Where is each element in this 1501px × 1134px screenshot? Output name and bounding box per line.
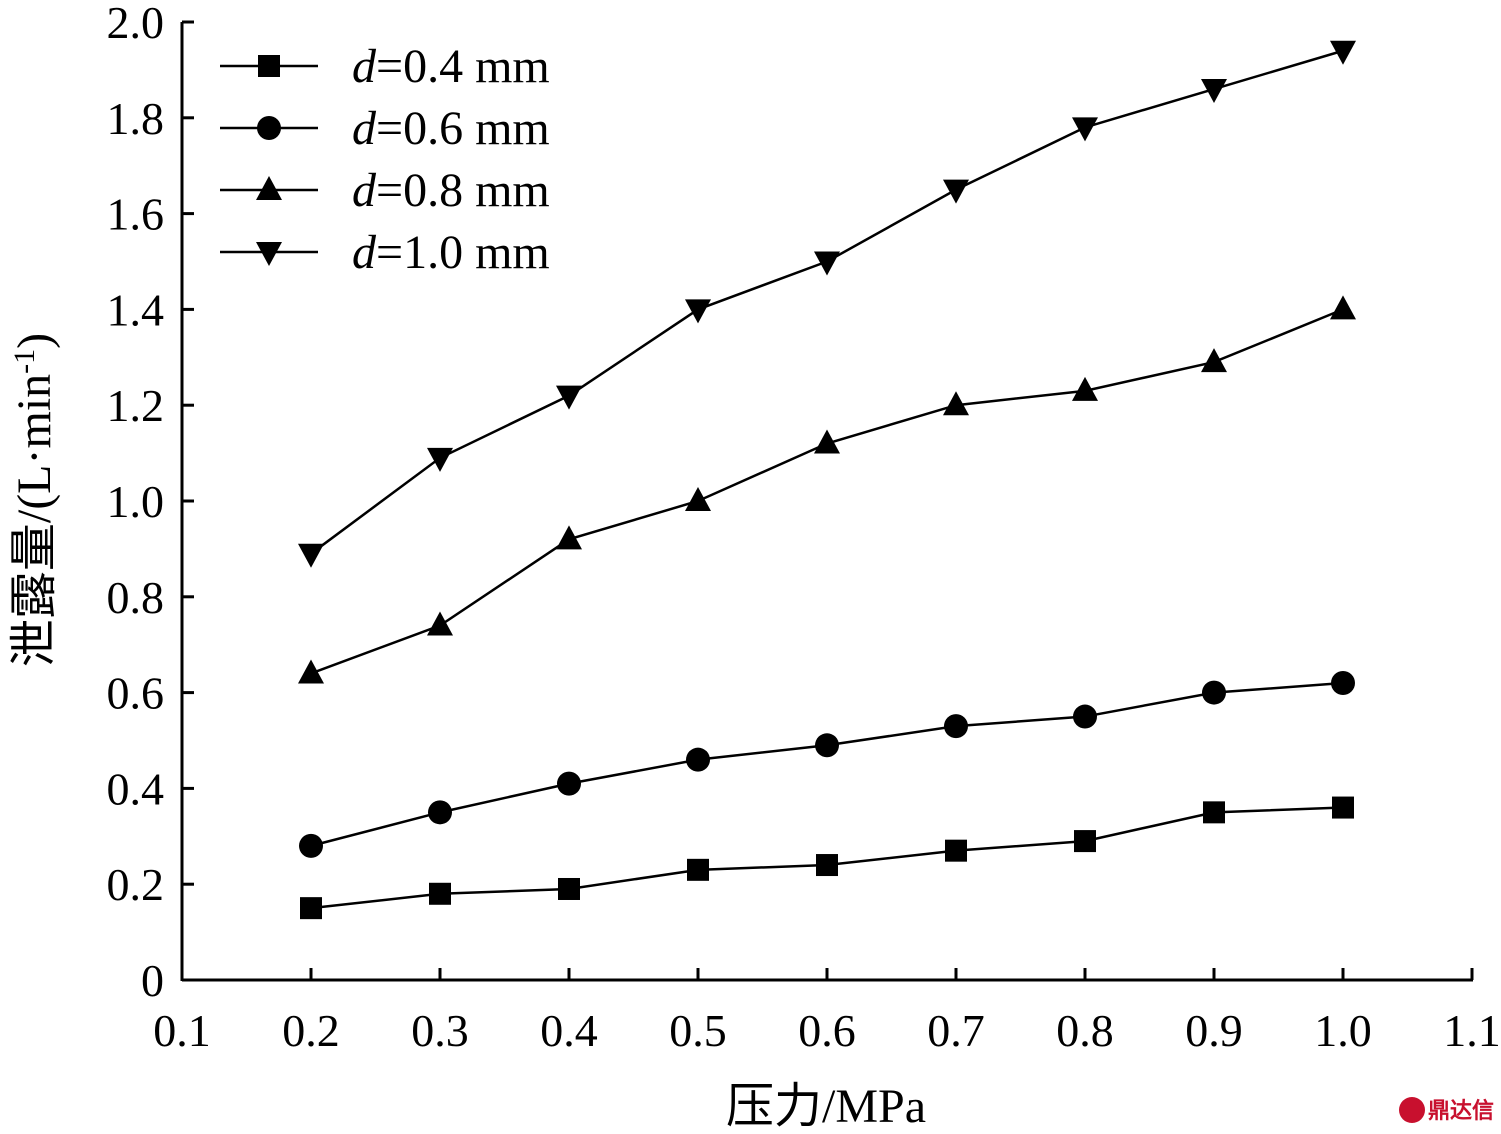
data-point	[300, 897, 322, 920]
y-tick-label: 1.4	[107, 284, 165, 335]
legend-variable: d	[352, 40, 377, 93]
watermark-text: 鼎达信	[1428, 1098, 1494, 1124]
x-tick-label: 0.8	[1056, 1005, 1114, 1056]
y-tick-label: 2.0	[107, 0, 165, 48]
series-2	[298, 295, 1356, 684]
data-point	[945, 839, 967, 862]
data-point	[685, 299, 711, 324]
legend-marker	[257, 116, 281, 140]
y-tick-label: 0.4	[107, 763, 165, 814]
data-point	[556, 525, 582, 550]
data-point	[1203, 801, 1225, 824]
data-point	[1331, 671, 1355, 696]
data-point	[1073, 704, 1097, 729]
data-point	[1332, 796, 1354, 819]
data-point	[1074, 830, 1096, 853]
x-tick-label: 0.4	[540, 1005, 598, 1056]
data-point	[1330, 295, 1356, 320]
data-point	[686, 747, 710, 772]
y-axis-title: 泄露量/(L·min-1)	[8, 333, 62, 667]
data-point	[1072, 376, 1098, 401]
y-tick-label: 0.8	[107, 572, 165, 623]
series-layer	[298, 40, 1356, 920]
legend-value: =0.6 mm	[376, 102, 550, 155]
data-point	[944, 714, 968, 739]
series-1	[299, 671, 1355, 858]
data-point	[814, 251, 840, 276]
legend: d=0.4 mmd=0.6 mmd=0.8 mmd=1.0 mm	[220, 40, 550, 279]
x-tick-label: 0.9	[1185, 1005, 1243, 1056]
data-point	[298, 543, 324, 568]
legend-variable: d	[352, 102, 377, 155]
data-point	[1330, 40, 1356, 65]
y-tick-label: 0	[141, 955, 164, 1006]
y-tick-label: 1.8	[107, 93, 165, 144]
legend-entry: d=1.0 mm	[220, 226, 550, 279]
legend-entry: d=0.4 mm	[220, 40, 550, 93]
x-tick-label: 0.1	[153, 1005, 211, 1056]
x-tick-label: 0.6	[798, 1005, 856, 1056]
series-0	[300, 796, 1354, 920]
data-point	[427, 611, 453, 636]
legend-label: d=0.4 mm	[352, 40, 550, 93]
legend-variable: d	[352, 226, 377, 279]
watermark-icon	[1399, 1097, 1425, 1123]
data-point	[298, 659, 324, 684]
legend-variable: d	[352, 164, 377, 217]
legend-entry: d=0.6 mm	[220, 102, 550, 155]
y-tick-label: 1.0	[107, 476, 165, 527]
x-tick-label: 0.3	[411, 1005, 469, 1056]
data-point	[815, 733, 839, 758]
legend-marker	[256, 242, 282, 266]
data-point	[1201, 79, 1227, 104]
legend-value: =0.8 mm	[376, 164, 550, 217]
y-tick-label: 1.2	[107, 380, 165, 431]
axes: 0.1 0.2 0.3 0.4 0.5 0.6 0.7 0.8 0.9 1.0 1.1 0 0.2 0.4…	[107, 0, 1501, 1056]
legend-label: d=1.0 mm	[352, 226, 550, 279]
x-tick-label: 1.1	[1443, 1005, 1501, 1056]
data-point	[429, 882, 451, 905]
x-tick-label: 0.7	[927, 1005, 985, 1056]
series-line	[310, 681, 1344, 848]
y-tick-label: 1.6	[107, 189, 165, 240]
data-point	[814, 429, 840, 454]
data-point	[687, 858, 709, 881]
x-tick-label: 1.0	[1314, 1005, 1372, 1056]
data-point	[558, 877, 580, 900]
data-point	[1201, 348, 1227, 373]
data-point	[685, 487, 711, 511]
data-point	[816, 854, 838, 877]
data-point	[428, 800, 452, 825]
data-point	[1202, 680, 1226, 705]
x-tick-label: 0.2	[282, 1005, 340, 1056]
x-tick-label: 0.5	[669, 1005, 727, 1056]
legend-label: d=0.8 mm	[352, 164, 550, 217]
x-axis-title: 压力/MPa	[726, 1080, 926, 1133]
data-point	[1072, 117, 1098, 142]
legend-label: d=0.6 mm	[352, 102, 550, 155]
legend-value: =0.4 mm	[376, 40, 550, 93]
data-point	[943, 391, 969, 416]
data-point	[299, 833, 323, 858]
legend-value: =1.0 mm	[376, 226, 550, 279]
legend-marker	[256, 176, 282, 200]
legend-entry: d=0.8 mm	[220, 164, 550, 217]
data-point	[427, 447, 453, 472]
legend-marker	[258, 55, 280, 77]
watermark-logo: 鼎达信	[1399, 1097, 1494, 1124]
data-point	[556, 385, 582, 410]
series-3	[298, 40, 1356, 568]
data-point	[943, 179, 969, 204]
series-line	[310, 308, 1344, 675]
data-point	[557, 771, 581, 796]
y-tick-label: 0.6	[107, 668, 165, 719]
y-tick-label: 0.2	[107, 859, 165, 910]
